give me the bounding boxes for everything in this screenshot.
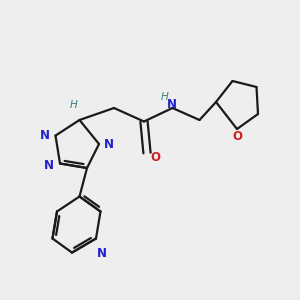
Text: O: O bbox=[150, 151, 161, 164]
Text: H: H bbox=[160, 92, 168, 102]
Text: N: N bbox=[39, 129, 50, 142]
Text: O: O bbox=[232, 130, 242, 143]
Text: N: N bbox=[97, 247, 107, 260]
Text: N: N bbox=[103, 137, 114, 151]
Text: N: N bbox=[167, 98, 177, 112]
Text: H: H bbox=[70, 100, 77, 110]
Text: N: N bbox=[44, 159, 54, 172]
